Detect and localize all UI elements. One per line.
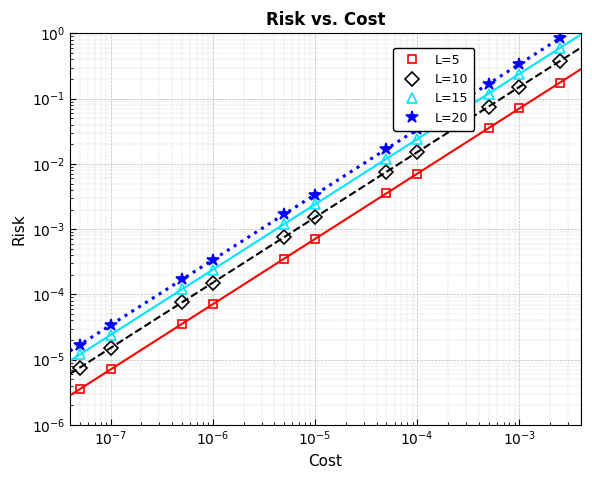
L=10 — [556, 58, 564, 64]
L=10 — [383, 169, 390, 175]
L=20 — [414, 126, 421, 132]
L=5 — [210, 301, 217, 307]
L=20 — [556, 35, 564, 41]
L=10 — [311, 215, 318, 220]
Legend: L=5, L=10, L=15, L=20: L=5, L=10, L=15, L=20 — [393, 48, 474, 131]
L=20 — [383, 146, 390, 152]
L=5 — [107, 367, 114, 372]
L=10 — [485, 104, 492, 109]
L=15 — [210, 267, 217, 273]
L=20 — [281, 211, 288, 217]
L=15 — [281, 221, 288, 227]
L=20 — [311, 192, 318, 197]
Line: L=20: L=20 — [73, 32, 567, 351]
L=15 — [76, 352, 83, 358]
L=20 — [485, 81, 492, 86]
L=20 — [179, 276, 186, 282]
L=5 — [311, 236, 318, 242]
L=15 — [414, 136, 421, 142]
L=5 — [179, 321, 186, 327]
Line: L=10: L=10 — [75, 56, 565, 372]
L=15 — [311, 202, 318, 207]
L=5 — [516, 106, 523, 111]
L=10 — [414, 149, 421, 155]
L=5 — [556, 80, 564, 85]
Line: L=15: L=15 — [75, 43, 565, 360]
L=15 — [516, 71, 523, 77]
L=20 — [76, 342, 83, 348]
L=20 — [516, 61, 523, 67]
L=5 — [414, 171, 421, 177]
L=10 — [179, 300, 186, 305]
Y-axis label: Risk: Risk — [11, 213, 26, 245]
L=5 — [383, 191, 390, 196]
X-axis label: Cost: Cost — [308, 454, 342, 469]
L=20 — [107, 322, 114, 328]
L=15 — [107, 332, 114, 338]
L=15 — [383, 156, 390, 162]
L=5 — [485, 125, 492, 131]
Line: L=5: L=5 — [76, 78, 564, 393]
L=20 — [210, 257, 217, 263]
L=10 — [76, 365, 83, 371]
L=5 — [76, 386, 83, 392]
L=10 — [107, 345, 114, 351]
L=15 — [556, 45, 564, 51]
L=5 — [281, 256, 288, 262]
L=10 — [281, 234, 288, 240]
L=10 — [516, 84, 523, 90]
L=15 — [179, 287, 186, 292]
L=15 — [485, 91, 492, 96]
Title: Risk vs. Cost: Risk vs. Cost — [266, 11, 385, 29]
L=10 — [210, 280, 217, 286]
